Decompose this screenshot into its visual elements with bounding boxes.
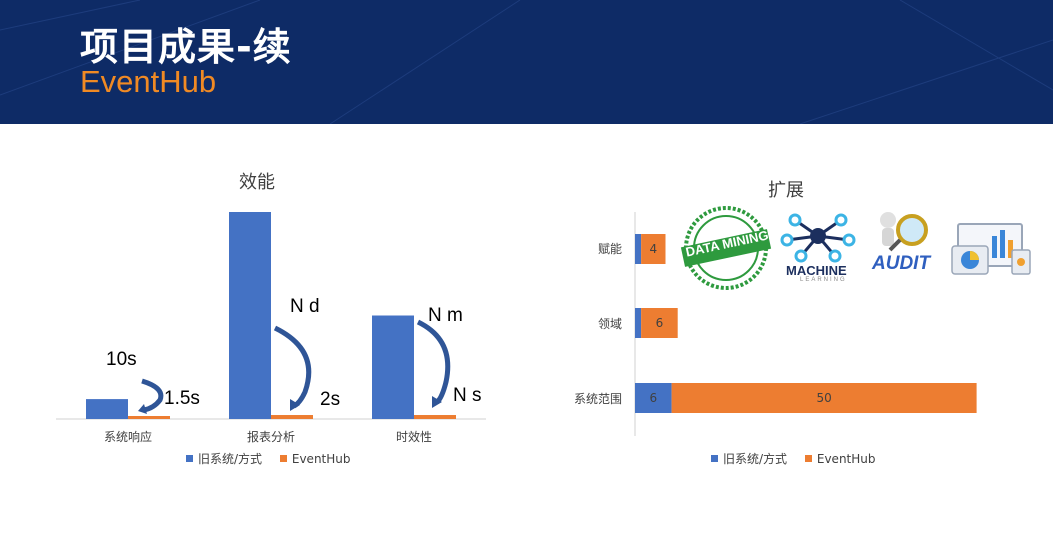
category-label: 系统范围 <box>573 392 622 406</box>
legend-item: 旧系统/方式 <box>186 452 262 466</box>
category-label: 领域 <box>597 317 622 331</box>
bar-value-label: 50 <box>816 391 832 405</box>
reduction-arrow <box>273 325 312 409</box>
annotation-label: N d <box>290 296 320 317</box>
annotation-label: 10s <box>106 349 137 370</box>
legend-label: 旧系统/方式 <box>723 452 788 466</box>
legend-label: EventHub <box>816 452 876 466</box>
category-label: 时效性 <box>395 430 433 444</box>
legend-item: EventHub <box>279 452 351 466</box>
data-mining-stamp-icon <box>680 206 772 290</box>
bar-eventhub <box>271 415 313 419</box>
legend-swatch <box>186 455 193 462</box>
legend-swatch <box>279 455 287 462</box>
page-title: 项目成果-续 <box>80 25 292 69</box>
machine-learning-text: MACHINE <box>786 263 847 278</box>
reduction-arrow <box>416 319 451 404</box>
category-label: 赋能 <box>597 242 622 256</box>
bar-old-system <box>372 315 414 419</box>
header-banner: 项目成果-续 EventHub <box>0 0 1053 124</box>
legend-item: EventHub <box>804 452 876 466</box>
category-label: 报表分析 <box>246 430 296 444</box>
arrow-head <box>432 396 442 408</box>
bar-value-label: 6 <box>655 316 664 330</box>
legend-label: 旧系统/方式 <box>198 452 263 466</box>
chart-title-extension: 扩展 <box>768 180 804 201</box>
bar-eventhub <box>671 383 977 413</box>
category-label: 系统响应 <box>103 430 153 444</box>
chart-legend: 旧系统/方式 EventHub <box>186 450 365 467</box>
chart-title-efficiency: 效能 <box>239 172 275 193</box>
chart-legend: 旧系统/方式 EventHub <box>711 450 890 467</box>
annotation-label: 2s <box>320 389 341 410</box>
bar-eventhub <box>128 416 170 419</box>
legend-item: 旧系统/方式 <box>711 452 787 466</box>
machine-learning-subtext: LEARNING <box>800 277 847 283</box>
arrow-head <box>290 399 300 411</box>
bar-old-system <box>635 383 672 413</box>
bar-eventhub <box>414 415 456 419</box>
dashboard-icon <box>951 223 1031 275</box>
arrow-head <box>138 404 147 414</box>
bar-old-system <box>635 234 642 264</box>
annotation-label: 1.5s <box>164 388 200 409</box>
bar-eventhub <box>641 308 678 338</box>
annotation-label: N m <box>428 305 463 326</box>
machine-learning-icon <box>780 213 856 263</box>
audit-text: AUDIT <box>872 253 931 274</box>
annotation-label: N s <box>453 385 482 406</box>
bar-eventhub <box>641 234 666 264</box>
legend-label: EventHub <box>291 452 351 466</box>
bar-old-system <box>229 212 271 419</box>
bar-value-label: 6 <box>649 391 658 405</box>
bar-value-label: 4 <box>649 242 658 256</box>
legend-swatch <box>804 455 812 462</box>
legend-swatch <box>711 455 718 462</box>
bar-old-system <box>86 399 128 419</box>
audit-magnifier-icon <box>880 212 928 252</box>
page-subtitle: EventHub <box>80 64 217 99</box>
header-decoration <box>0 0 1053 124</box>
bar-old-system <box>635 308 642 338</box>
reduction-arrow <box>141 378 164 413</box>
